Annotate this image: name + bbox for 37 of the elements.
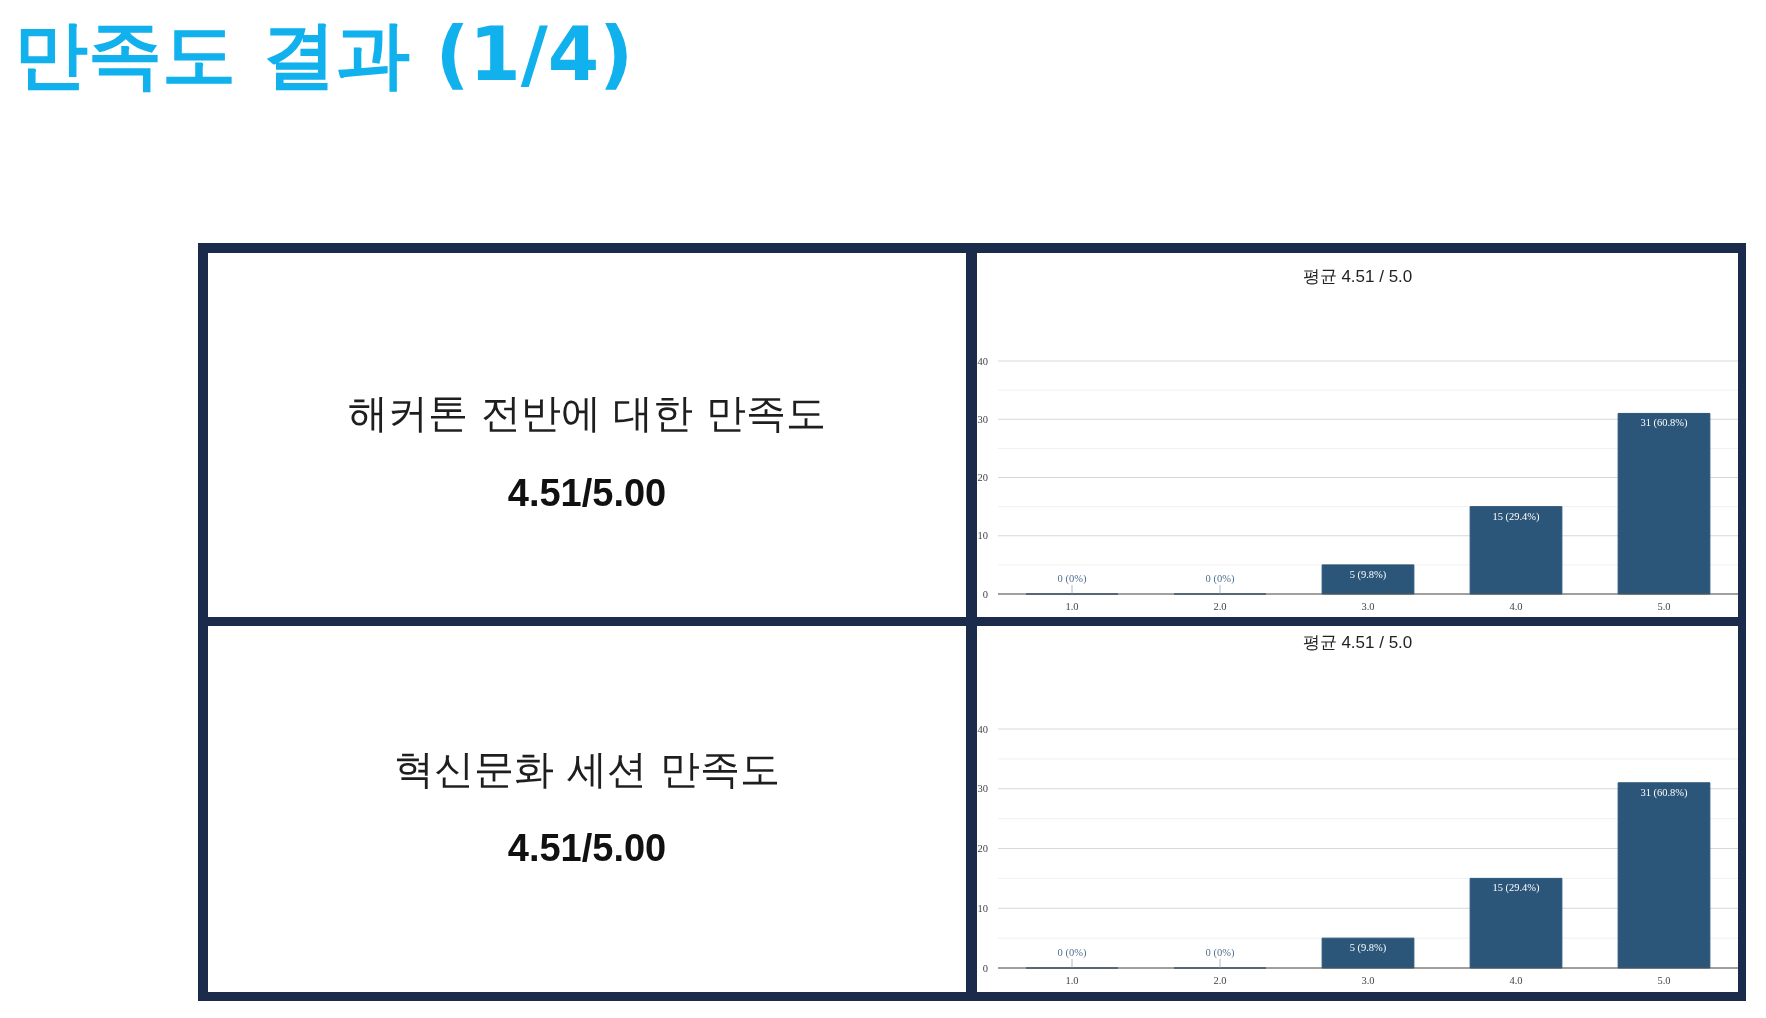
y-tick-label: 20 [977,843,988,854]
x-tick-label: 2.0 [1213,974,1227,986]
title: 해커톤 전반에 대한 만족도 [347,390,827,436]
value-label: 0 (0%) [1057,573,1087,584]
title: 만족도 결과 (1/4) [14,11,634,97]
annotation: 4.51/5.00 [507,472,667,514]
x-tick-label: 2.0 [1213,600,1227,612]
x-tick-label: 5.0 [1657,974,1671,986]
y-tick-label: 10 [977,530,988,542]
title: 혁신문화 세션 만족도 [394,746,780,792]
x-tick-label: 4.0 [1509,600,1523,612]
y-tick-label: 40 [977,355,988,367]
value-label: 5 (9.8%) [1349,942,1387,954]
y-tick-label: 10 [977,902,988,914]
y-tick-label: 30 [977,413,988,425]
x-tick-label: 3.0 [1361,974,1375,986]
value-label: 31 (60.8%) [1640,786,1688,798]
x-tick-label: 3.0 [1361,600,1375,612]
title: 평균 4.51 / 5.0 [1302,267,1413,286]
x-tick-label: 5.0 [1657,600,1671,612]
x-tick-label: 4.0 [1509,974,1523,986]
annotation: 4.51/5.00 [507,827,667,869]
value-label: 15 (29.4%) [1492,882,1540,894]
value-label: 0 (0%) [1057,947,1087,958]
y-tick-label: 20 [977,472,988,483]
x-tick-label: 1.0 [1065,600,1079,612]
value-label: 5 (9.8%) [1349,568,1387,580]
x-tick-label: 1.0 [1065,974,1079,986]
value-label: 15 (29.4%) [1492,510,1540,522]
title: 평균 4.51 / 5.0 [1302,633,1413,652]
y-tick-label: 0 [982,588,988,600]
y-tick-label: 0 [982,962,988,974]
value-label: 31 (60.8%) [1640,417,1688,429]
value-label: 0 (0%) [1205,573,1235,584]
y-tick-label: 40 [977,723,988,735]
y-tick-label: 30 [977,783,988,795]
value-label: 0 (0%) [1205,947,1235,958]
